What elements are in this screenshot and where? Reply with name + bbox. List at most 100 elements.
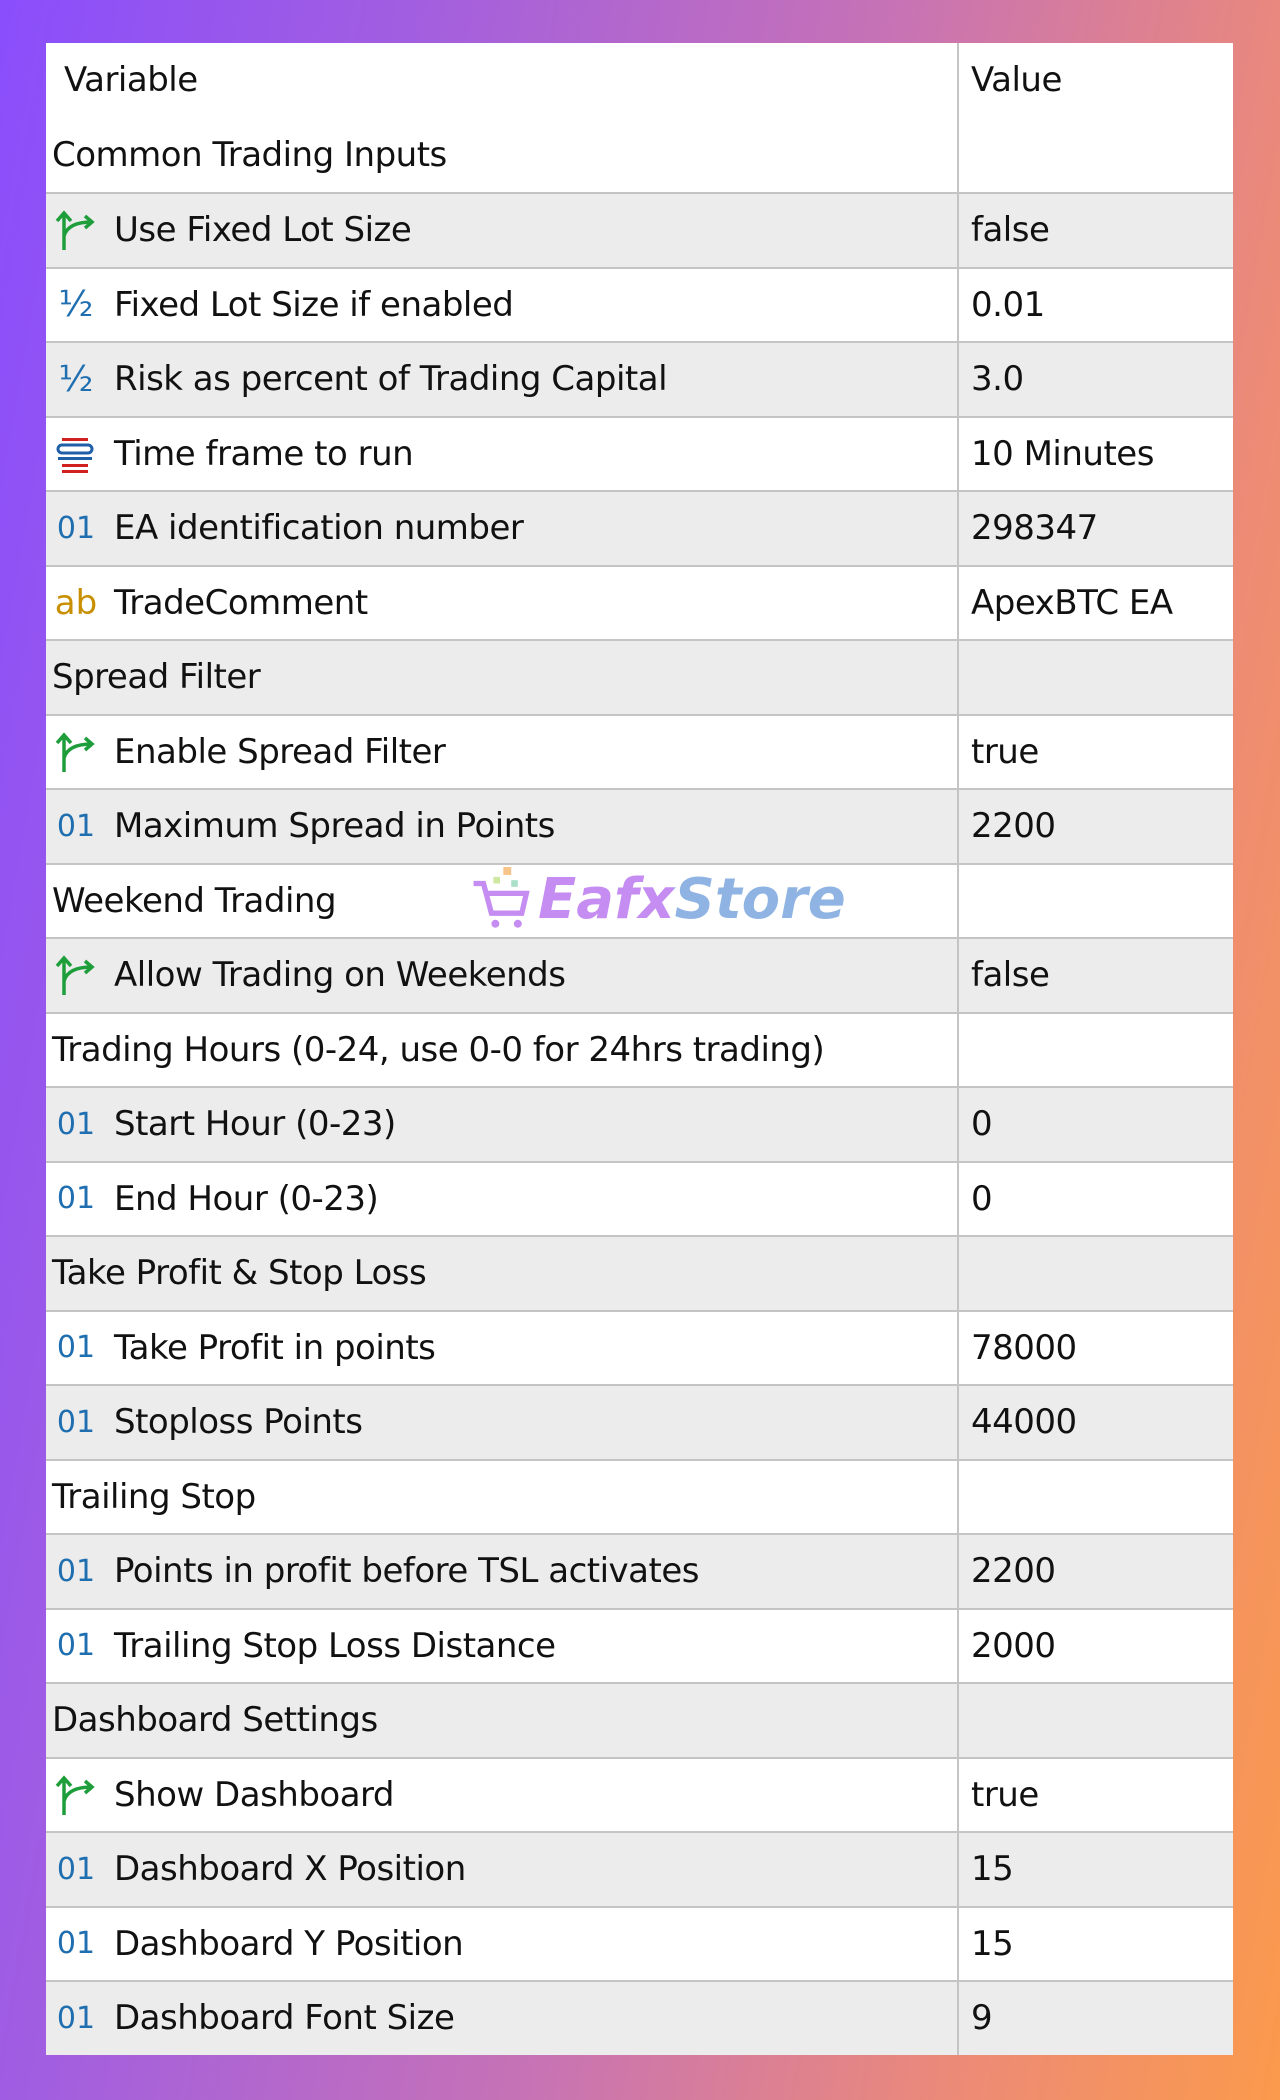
value-text[interactable]: 3.0 [971,359,1024,400]
value-text[interactable]: 0.01 [971,284,1045,325]
variable-cell[interactable]: Spread Filter [46,641,959,714]
value-cell[interactable] [959,1237,1233,1310]
value-text[interactable]: true [971,1774,1039,1815]
variable-cell[interactable]: Trading Hours (0-24, use 0-0 for 24hrs t… [46,1013,959,1086]
value-cell[interactable]: true [959,1759,1233,1832]
variable-cell[interactable]: 01 EA identification number [46,492,959,565]
group-row[interactable]: Weekend Trading [46,862,1233,938]
variable-cell[interactable]: ½ Risk as percent of Trading Capital [46,343,959,416]
value-cell[interactable]: false [959,194,1233,267]
table-row[interactable]: 01 EA identification number 298347 [46,490,1233,565]
variable-cell[interactable]: 01 Take Profit in points [46,1311,959,1384]
table-row[interactable]: Allow Trading on Weekends false [46,937,1233,1012]
value-text[interactable]: 0 [971,1104,993,1145]
variable-cell[interactable]: 01 Maximum Spread in Points [46,790,959,863]
table-row[interactable]: Show Dashboard true [46,1756,1233,1832]
column-header-variable[interactable]: Variable [46,43,959,118]
value-cell[interactable] [959,1684,1233,1757]
value-cell[interactable] [959,118,1233,193]
value-text[interactable]: 10 Minutes [971,433,1154,474]
group-row[interactable]: Take Profit & Stop Loss [46,1235,1233,1310]
table-row[interactable]: ab TradeComment ApexBTC EA [46,564,1233,640]
variable-cell[interactable]: Show Dashboard [46,1758,959,1831]
value-text[interactable]: false [971,955,1050,996]
variable-cell[interactable]: Weekend Trading [46,864,959,937]
table-row[interactable]: ½ Risk as percent of Trading Capital 3.0 [46,341,1233,416]
group-row[interactable]: Common Trading Inputs [46,117,1233,193]
value-cell[interactable] [959,865,1233,938]
table-row[interactable]: 01 Take Profit in points 78000 [46,1309,1233,1385]
variable-cell[interactable]: 01 Trailing Stop Loss Distance [46,1609,959,1682]
variable-cell[interactable]: Common Trading Inputs [46,117,959,192]
variable-cell[interactable]: Allow Trading on Weekends [46,939,959,1012]
value-cell[interactable] [959,1461,1233,1534]
table-row[interactable]: ½ Fixed Lot Size if enabled 0.01 [46,266,1233,342]
column-header-value[interactable]: Value [959,43,1233,118]
group-row[interactable]: Trailing Stop [46,1458,1233,1534]
value-cell[interactable]: 2200 [959,1535,1233,1608]
variable-label: Dashboard X Position [114,1849,466,1890]
value-cell[interactable]: 2000 [959,1610,1233,1683]
variable-cell[interactable]: Use Fixed Lot Size [46,194,959,267]
value-text[interactable]: 15 [971,1923,1014,1964]
table-row[interactable]: 01 Maximum Spread in Points 2200 [46,788,1233,863]
variable-cell[interactable]: ½ Fixed Lot Size if enabled [46,268,959,341]
table-row[interactable]: Use Fixed Lot Size false [46,192,1233,267]
variable-cell[interactable]: Trailing Stop [46,1460,959,1533]
value-cell[interactable]: 44000 [959,1386,1233,1459]
variable-cell[interactable]: 01 Points in profit before TSL activates [46,1535,959,1608]
variable-cell[interactable]: 01 End Hour (0-23) [46,1162,959,1235]
value-text[interactable]: true [971,731,1039,772]
variable-cell[interactable]: 01 Dashboard X Position [46,1833,959,1906]
value-cell[interactable]: 0.01 [959,269,1233,342]
value-text[interactable]: ApexBTC EA [971,582,1173,623]
value-text[interactable]: 9 [971,1998,993,2039]
variable-cell[interactable]: 01 Start Hour (0-23) [46,1088,959,1161]
value-cell[interactable]: false [959,939,1233,1012]
value-cell[interactable]: 10 Minutes [959,418,1233,491]
group-row[interactable]: Trading Hours (0-24, use 0-0 for 24hrs t… [46,1011,1233,1087]
value-cell[interactable]: 298347 [959,492,1233,565]
variable-cell[interactable]: Dashboard Settings [46,1684,959,1757]
value-text[interactable]: 2200 [971,806,1056,847]
value-text[interactable]: 78000 [971,1327,1077,1368]
value-cell[interactable]: 3.0 [959,343,1233,416]
value-cell[interactable]: 15 [959,1833,1233,1906]
variable-cell[interactable]: 01 Stoploss Points [46,1386,959,1459]
value-cell[interactable]: true [959,716,1233,789]
group-row[interactable]: Dashboard Settings [46,1682,1233,1757]
value-cell[interactable]: 9 [959,1982,1233,2055]
variable-cell[interactable]: Time frame to run [46,417,959,490]
variable-cell[interactable]: 01 Dashboard Y Position [46,1907,959,1980]
table-row[interactable]: 01 End Hour (0-23) 0 [46,1160,1233,1236]
value-cell[interactable]: 0 [959,1088,1233,1161]
table-row[interactable]: 01 Dashboard Y Position 15 [46,1905,1233,1981]
table-row[interactable]: Time frame to run 10 Minutes [46,415,1233,491]
value-cell[interactable]: 2200 [959,790,1233,863]
table-row[interactable]: 01 Points in profit before TSL activates 2… [46,1533,1233,1608]
group-row[interactable]: Spread Filter [46,639,1233,714]
variable-cell[interactable]: 01 Dashboard Font Size [46,1982,959,2055]
value-cell[interactable]: ApexBTC EA [959,567,1233,640]
value-cell[interactable]: 0 [959,1163,1233,1236]
table-row[interactable]: 01 Dashboard Font Size 9 [46,1980,1233,2055]
value-text[interactable]: false [971,210,1050,251]
value-text[interactable]: 15 [971,1849,1014,1890]
variable-cell[interactable]: Take Profit & Stop Loss [46,1237,959,1310]
value-cell[interactable]: 78000 [959,1312,1233,1385]
table-row[interactable]: 01 Trailing Stop Loss Distance 2000 [46,1607,1233,1683]
value-text[interactable]: 2000 [971,1625,1056,1666]
table-row[interactable]: 01 Start Hour (0-23) 0 [46,1086,1233,1161]
variable-cell[interactable]: ab TradeComment [46,566,959,639]
value-cell[interactable] [959,1014,1233,1087]
table-row[interactable]: Enable Spread Filter true [46,713,1233,789]
value-text[interactable]: 2200 [971,1551,1056,1592]
table-row[interactable]: 01 Dashboard X Position 15 [46,1831,1233,1906]
value-cell[interactable]: 15 [959,1908,1233,1981]
variable-cell[interactable]: Enable Spread Filter [46,715,959,788]
value-text[interactable]: 44000 [971,1402,1077,1443]
value-text[interactable]: 0 [971,1178,993,1219]
value-cell[interactable] [959,641,1233,714]
table-row[interactable]: 01 Stoploss Points 44000 [46,1384,1233,1459]
value-text[interactable]: 298347 [971,508,1098,549]
